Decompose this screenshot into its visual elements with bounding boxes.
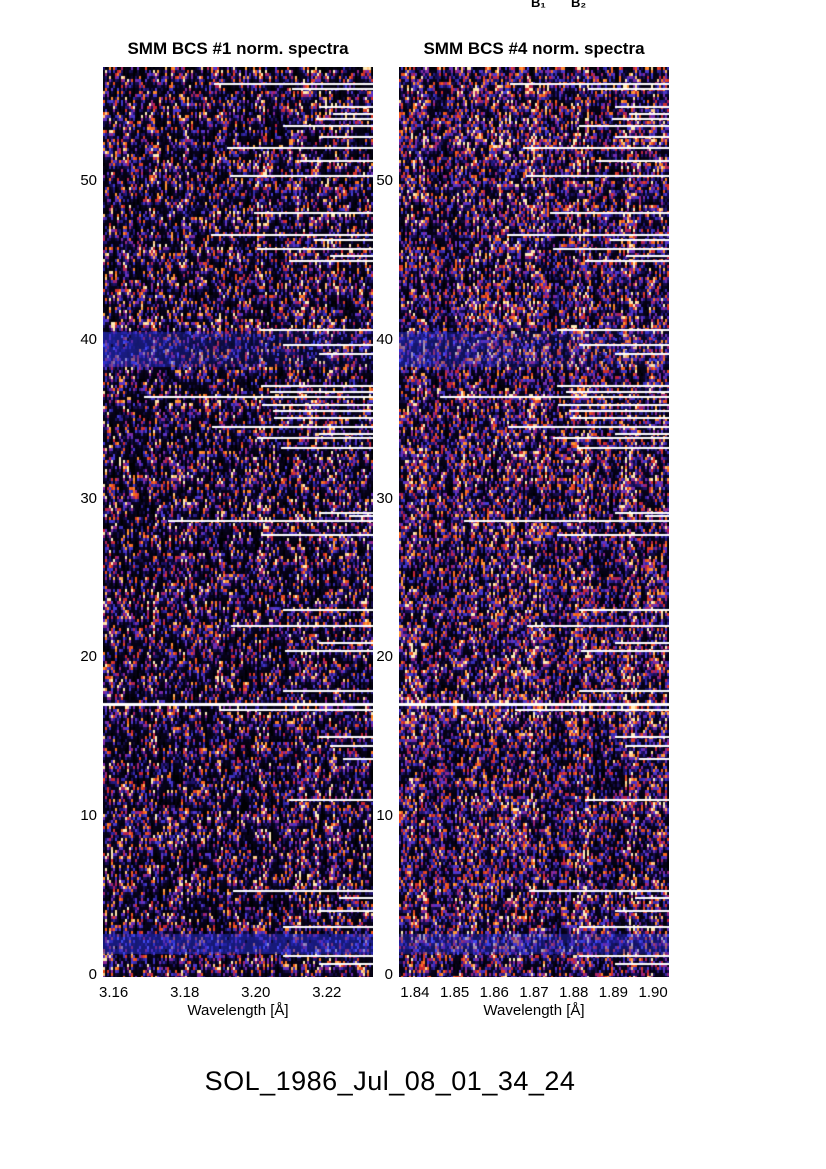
panel-title-bcs4: SMM BCS #4 norm. spectra [423, 39, 645, 58]
y-tick-label: 40 [376, 330, 393, 348]
y-tick-label: 40 [80, 330, 97, 348]
xaxis-label-bcs4: Wavelength [Å] [483, 1002, 585, 1019]
y-tick-label: 0 [88, 966, 97, 983]
spectra-heatmap-bcs4 [399, 67, 669, 977]
y-tick-label: 20 [80, 648, 97, 666]
line-label-b2: B₂ [571, 0, 587, 10]
line-label-b1: B₁ [531, 0, 546, 10]
y-tick-label: 50 [80, 172, 97, 190]
x-tick-label: 3.18 [170, 984, 200, 1001]
x-tick-label: 3.22 [312, 984, 342, 1001]
panel-title-bcs1: SMM BCS #1 norm. spectra [127, 39, 349, 58]
y-tick-label: 10 [376, 807, 393, 825]
y-tick-label: 10 [80, 807, 97, 825]
x-tick-label: 1.87 [519, 984, 549, 1001]
x-tick-label: 3.20 [241, 984, 271, 1001]
x-tick-label: 1.85 [439, 984, 470, 1001]
x-tick-label: 1.86 [479, 984, 509, 1001]
x-tick-label: 1.90 [638, 984, 668, 1001]
spectra-heatmap-bcs1 [103, 67, 373, 977]
y-tick-label: 20 [376, 648, 393, 666]
y-tick-label: 0 [384, 966, 393, 983]
figure-footer-id: SOL_1986_Jul_08_01_34_24 [204, 1066, 576, 1096]
x-tick-label: 1.84 [400, 984, 430, 1001]
x-tick-label: 1.89 [598, 984, 628, 1001]
x-tick-label: 1.88 [559, 984, 589, 1001]
xaxis-label-bcs1: Wavelength [Å] [187, 1002, 289, 1019]
y-tick-label: 30 [376, 489, 393, 507]
y-tick-label: 30 [80, 489, 97, 507]
y-tick-label: 50 [376, 172, 393, 190]
x-tick-label: 3.16 [99, 984, 129, 1001]
